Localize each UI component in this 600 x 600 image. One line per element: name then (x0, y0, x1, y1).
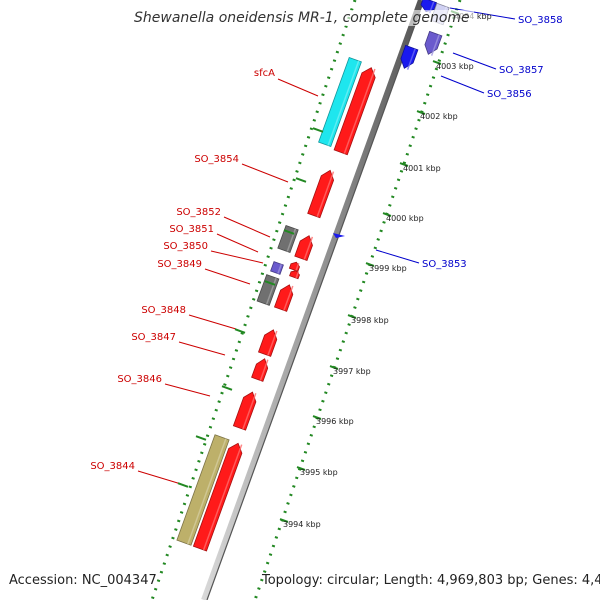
leader-line (178, 341, 226, 356)
kbp-tick-label: 3997 kbp (333, 367, 371, 376)
gene-label: SO_3846 (117, 374, 162, 385)
kbp-tick-label: 3998 kbp (351, 316, 389, 325)
kbp-tick-mark (365, 262, 375, 267)
gene-label: SO_3844 (90, 461, 135, 472)
kbp-tick-label: 3999 kbp (369, 264, 407, 273)
kbp-tick-mark (416, 110, 426, 115)
kbp-tick-mark (312, 415, 322, 420)
genome-backbone (201, 0, 424, 600)
leader-line (375, 249, 420, 264)
gene-labels: sfcA SO_3854 SO_3852 SO_3851 SO_3850 SO_3849 S… (90, 15, 562, 472)
map-title: Shewanella oneidensis MR-1, complete gen… (134, 10, 474, 26)
gene-label: SO_3847 (131, 332, 176, 343)
gene-SO_3844-tan (176, 434, 230, 546)
gene-SO_3849-gray (256, 274, 280, 306)
gene-label: SO_3852 (176, 207, 221, 218)
dotted-guides (150, 0, 462, 600)
gene-label: SO_3853 (422, 259, 467, 270)
scale-ticks: 3994 kbp 3995 kbp 3996 kbp 3997 kbp 3998 kbp… (177, 10, 492, 529)
gene-SO_3846-b (232, 391, 257, 431)
kbp-tick-mark (329, 365, 339, 370)
kbp-tick-mark (382, 212, 392, 217)
accession-text: Accession: NC_004347 (9, 573, 157, 588)
genome-backbone-edge (206, 0, 425, 600)
gene-SO_3856 (400, 44, 419, 70)
gene-SO_3849 (273, 284, 294, 312)
kbp-tick-label: 4002 kbp (420, 112, 458, 121)
kbp-tick-mark (399, 162, 409, 167)
kbp-tick-label: 4000 kbp (386, 214, 424, 223)
gene-label: SO_3848 (141, 305, 186, 316)
leader-line (449, 7, 516, 20)
gene-label: SO_3856 (487, 89, 532, 100)
leader-line (204, 268, 251, 285)
gene-SO_3847 (257, 329, 278, 357)
backbone (201, 0, 425, 600)
gene-SO_3844 (192, 442, 243, 552)
kbp-tick-mark (279, 518, 289, 523)
kbp-tick-label: 3996 kbp (316, 417, 354, 426)
kbp-tick-label: 3994 kbp (283, 520, 321, 529)
gene-SO_3846-a (251, 358, 269, 382)
gene-SO_3850-b (289, 270, 300, 280)
leader-line (164, 383, 211, 397)
kbp-tick-mark (296, 466, 306, 471)
kbp-tick-label: 4001 kbp (403, 164, 441, 173)
gene-SO_3854 (307, 169, 335, 219)
kbp-tick-label: 4003 kbp (436, 62, 474, 71)
minor-tick-mark (221, 385, 233, 391)
gene-SO_3852 (294, 235, 314, 262)
gene-SO_3850-purple (270, 261, 284, 275)
genes (176, 0, 450, 552)
leader-lines (137, 7, 516, 485)
gene-label: SO_3850 (163, 241, 208, 252)
gene-label: SO_3854 (194, 154, 239, 165)
minor-tick-mark (177, 482, 189, 488)
gene-sfcA-cyan (318, 56, 362, 148)
minor-tick-mark (234, 328, 246, 334)
leader-line (223, 216, 271, 238)
kbp-tick-label: 3995 kbp (300, 468, 338, 477)
kbp-tick-mark (347, 314, 357, 319)
gene-SO_3852-gray (277, 224, 299, 254)
leader-line (277, 78, 319, 97)
gene-label: sfcA (254, 68, 275, 79)
minor-tick-mark (283, 229, 295, 235)
gene-label: SO_3858 (518, 15, 563, 26)
minor-tick-mark (312, 127, 324, 133)
leader-line (452, 52, 497, 70)
gene-label: SO_3851 (169, 224, 214, 235)
minor-tick-mark (264, 280, 276, 286)
leader-line (216, 233, 259, 253)
dotted-guide-line (150, 0, 357, 600)
leader-line (188, 314, 237, 330)
topology-text: Topology: circular; Length: 4,969,803 bp… (262, 573, 600, 588)
kbp-tick-mark (432, 60, 442, 65)
gene-label: SO_3849 (157, 259, 202, 270)
gene-SO_3853-marker (333, 233, 345, 238)
leader-line (210, 250, 264, 264)
minor-tick-mark (295, 177, 307, 183)
leader-line (137, 470, 182, 485)
leader-line (241, 163, 289, 183)
gene-sfcA-forward (333, 67, 376, 156)
minor-tick-mark (195, 435, 207, 441)
leader-line (440, 75, 485, 94)
gene-SO_3857 (424, 30, 443, 56)
gene-SO_3850-a (288, 261, 300, 272)
gene-label: SO_3857 (499, 65, 544, 76)
